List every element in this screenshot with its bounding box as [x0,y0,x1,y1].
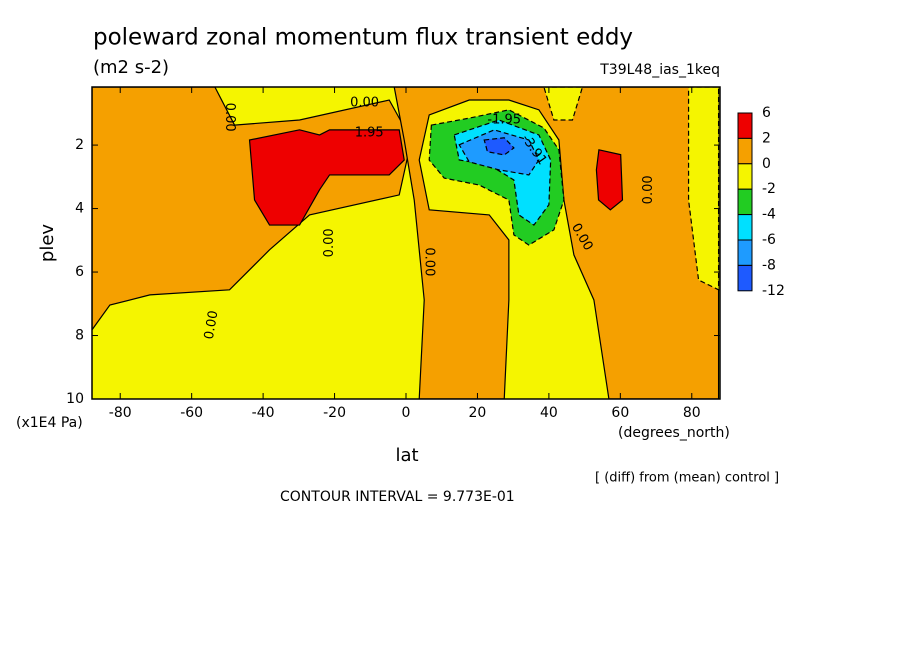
x-tick-label: -20 [323,405,346,421]
colorbar-label: -12 [762,283,785,299]
colorbar-box [737,188,753,216]
colorbar-label: 6 [762,105,771,121]
colorbar-box [737,137,753,165]
contour-region [483,137,515,156]
colorbar-box [737,239,753,266]
contour-interval: CONTOUR INTERVAL = 9.773E-01 [280,489,515,505]
chart-subtitle: (m2 s-2) [93,57,169,78]
y-tick-label: 6 [75,264,84,280]
x-tick-label: 0 [402,405,411,421]
contour-label: -1.95 [487,113,521,128]
colorbar-label: -2 [762,181,776,197]
x-tick-label: -80 [109,405,132,421]
colorbar-label: 2 [762,130,771,146]
y-units: (x1E4 Pa) [16,415,83,431]
y-tick-label: 10 [66,391,84,407]
y-tick-label: 2 [75,137,84,153]
contour-label: 0.00 [350,95,379,110]
contour-label: 0.00 [422,247,437,276]
x-tick-label: 80 [683,405,701,421]
note: [ (diff) from (mean) control ] [595,471,779,486]
x-axis-label: lat [395,445,418,466]
colorbar-box [737,112,753,139]
contour-region [543,87,584,121]
contour-label: 0.00 [202,309,222,340]
x-tick-label: -60 [180,405,203,421]
x-tick-label: 60 [611,405,629,421]
chart-title: poleward zonal momentum flux transient e… [93,25,633,51]
contour-region [595,149,624,211]
contour-region [393,87,720,399]
run-label: T39L48_ias_1keq [599,62,720,78]
colorbar-box [737,214,753,241]
contour-region [687,87,720,291]
colorbar-label: -4 [762,207,776,223]
colorbar-label: -6 [762,232,776,248]
colorbar-box [737,264,753,292]
contour-label: 0.00 [322,228,337,257]
y-axis-label: plev [37,224,58,263]
colorbar-box [737,163,753,190]
x-tick-label: 40 [540,405,558,421]
colorbar-label: 0 [762,156,771,172]
contour-label: 1.95 [355,126,384,141]
contour-label: 0.00 [641,175,656,204]
contour-region [248,129,405,226]
x-units: (degrees_north) [618,425,730,441]
plot-area: 0.001.950.000.000.000.00-1.95-3.910.000.… [92,87,720,399]
x-tick-label: -40 [252,405,275,421]
contour-label: 0.00 [222,103,237,132]
y-tick-label: 8 [75,328,84,344]
colorbar-label: -8 [762,257,776,273]
y-tick-label: 4 [75,201,84,217]
x-tick-label: 20 [469,405,487,421]
